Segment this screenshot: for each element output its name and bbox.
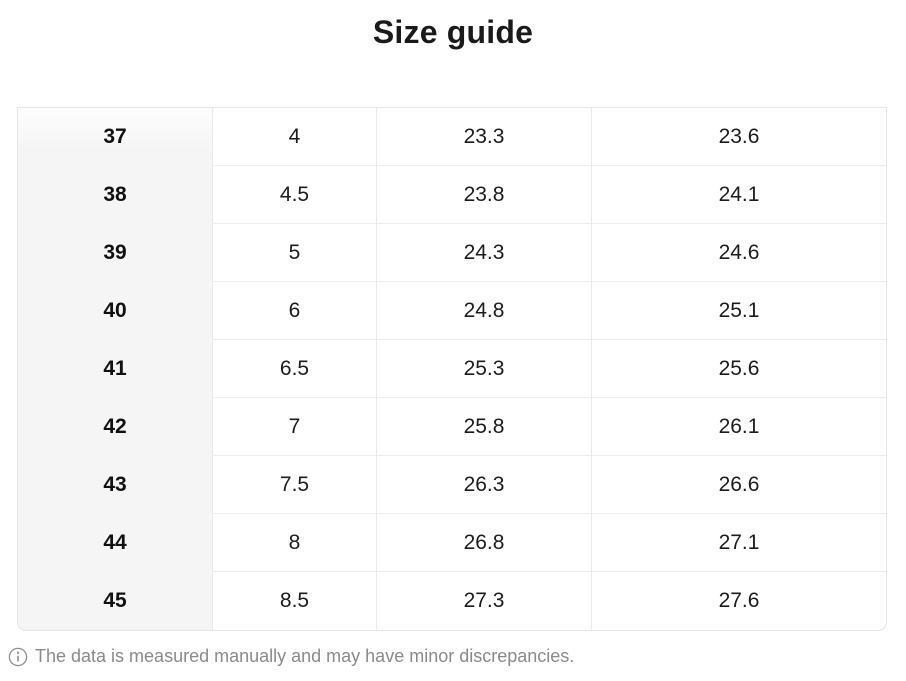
table-cell: 7	[212, 398, 376, 456]
table-cell: 25.6	[591, 340, 886, 398]
table-cell: 27.3	[376, 572, 591, 630]
table-cell: 23.6	[591, 108, 886, 166]
table-cell: 26.6	[591, 456, 886, 514]
measurement-disclaimer: The data is measured manually and may ha…	[8, 646, 574, 667]
size-cell: 40	[103, 299, 127, 322]
size-data-grid: 4 23.3 23.6 4.5 23.8 24.1 5 24.3 24.6 6 …	[212, 108, 886, 630]
table-cell: 24.8	[376, 282, 591, 340]
table-cell: 7.5	[212, 456, 376, 514]
table-cell: 4.5	[212, 166, 376, 224]
size-cell: 44	[103, 531, 127, 554]
table-cell: 24.6	[591, 224, 886, 282]
table-cell: 26.1	[591, 398, 886, 456]
size-cell: 37	[103, 125, 127, 148]
table-cell: 23.3	[376, 108, 591, 166]
table-cell: 27.6	[591, 572, 886, 630]
table-cell: 25.1	[591, 282, 886, 340]
table-cell: 24.1	[591, 166, 886, 224]
table-cell: 26.8	[376, 514, 591, 572]
table-cell: 25.8	[376, 398, 591, 456]
page-title: Size guide	[372, 14, 534, 50]
table-cell: 4	[212, 108, 376, 166]
table-cell: 23.8	[376, 166, 591, 224]
table-cell: 24.3	[376, 224, 591, 282]
size-cell: 45	[103, 589, 127, 612]
size-cell: 38	[103, 183, 127, 206]
info-icon	[8, 647, 28, 666]
size-cell: 42	[103, 415, 127, 438]
table-cell: 5	[212, 224, 376, 282]
table-cell: 8.5	[212, 572, 376, 630]
table-cell: 25.3	[376, 340, 591, 398]
size-cell: 39	[103, 241, 127, 264]
size-cell: 41	[103, 357, 127, 380]
table-cell: 27.1	[591, 514, 886, 572]
table-cell: 6	[212, 282, 376, 340]
table-cell: 6.5	[212, 340, 376, 398]
disclaimer-text: The data is measured manually and may ha…	[35, 646, 575, 666]
table-cell: 8	[212, 514, 376, 572]
size-cell: 43	[103, 473, 127, 496]
size-guide-table[interactable]: 37 38 39 40 41 42 43 44 45 4 23.3 23.6 4…	[17, 107, 887, 631]
table-cell: 26.3	[376, 456, 591, 514]
size-column: 37 38 39 40 41 42 43 44 45	[18, 108, 212, 630]
